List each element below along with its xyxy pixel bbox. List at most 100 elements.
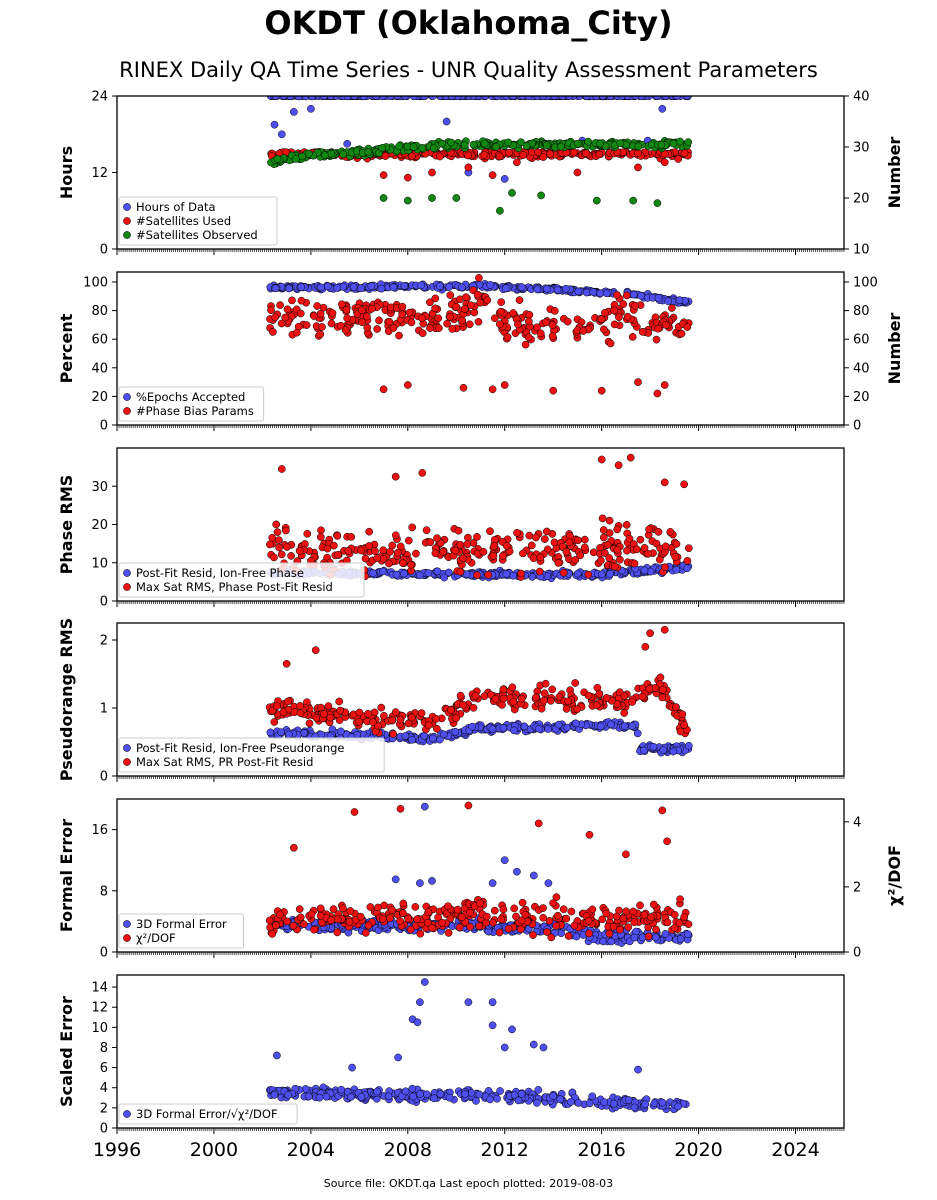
data-point — [557, 929, 566, 938]
data-point — [622, 907, 631, 916]
legend-label: Post-Fit Resid, Ion-Free Pseudorange — [136, 741, 344, 755]
data-point — [435, 324, 443, 332]
data-point — [554, 720, 563, 729]
data-point — [666, 528, 675, 536]
data-point — [600, 325, 608, 334]
data-point — [529, 554, 538, 563]
data-point — [413, 1018, 422, 1027]
data-point — [290, 108, 298, 116]
data-point — [381, 152, 390, 160]
data-point — [290, 843, 298, 852]
data-point — [533, 323, 541, 332]
data-point — [368, 304, 376, 313]
y2-tick-label: 4 — [853, 815, 861, 830]
data-point — [396, 804, 405, 813]
data-point — [479, 547, 488, 556]
data-point — [509, 697, 518, 706]
data-point — [598, 570, 606, 579]
data-point — [379, 385, 388, 394]
series-6-1 — [266, 978, 690, 1114]
data-point — [347, 1093, 355, 1101]
data-point — [641, 642, 650, 651]
data-point — [513, 867, 521, 876]
data-point — [334, 551, 342, 559]
series-2-1 — [266, 280, 693, 307]
data-point — [459, 383, 468, 392]
legend-marker — [123, 569, 131, 577]
data-point — [588, 1092, 597, 1101]
data-point — [500, 856, 509, 865]
x-tick-label: 2020 — [674, 1139, 722, 1161]
data-point — [373, 325, 381, 333]
data-point — [539, 1043, 548, 1052]
data-point — [684, 930, 692, 938]
data-point — [333, 532, 342, 540]
data-point — [292, 328, 301, 337]
data-point — [633, 729, 642, 738]
data-point — [388, 716, 397, 725]
data-point — [483, 912, 491, 921]
data-point — [465, 320, 474, 329]
data-point — [277, 728, 285, 737]
data-point — [317, 283, 325, 292]
data-point — [529, 871, 538, 880]
data-point — [613, 545, 622, 554]
data-point — [513, 528, 521, 537]
data-point — [396, 917, 404, 925]
data-point — [417, 281, 425, 290]
data-point — [630, 933, 639, 942]
data-point — [547, 933, 556, 942]
y2-tick-label: 30 — [853, 141, 870, 156]
data-point — [327, 916, 336, 925]
data-point — [562, 705, 571, 713]
y-tick-label: 2 — [100, 1101, 108, 1116]
data-point — [490, 314, 499, 323]
data-point — [393, 548, 402, 557]
data-point — [324, 702, 333, 710]
data-point — [317, 526, 325, 535]
data-point — [433, 724, 441, 733]
data-point — [466, 908, 474, 917]
data-point — [385, 318, 394, 326]
legend-marker — [123, 393, 131, 401]
data-point — [475, 1090, 484, 1099]
data-point — [620, 691, 629, 700]
data-point — [676, 935, 685, 943]
data-point — [327, 149, 336, 158]
data-point — [453, 905, 462, 914]
data-point — [669, 747, 678, 756]
panel-3-markers — [266, 453, 693, 583]
data-point — [456, 567, 465, 576]
data-point — [628, 333, 637, 341]
y-tick-label: 1 — [100, 702, 108, 717]
data-point — [404, 536, 413, 545]
data-point — [565, 538, 574, 547]
data-point — [426, 324, 434, 332]
data-point — [338, 300, 346, 309]
data-point — [395, 142, 403, 151]
data-point — [474, 317, 483, 326]
data-point — [350, 808, 359, 816]
data-point — [384, 1092, 393, 1101]
data-point — [374, 903, 382, 912]
series-3-2 — [266, 453, 693, 581]
data-point — [533, 1099, 541, 1107]
data-point — [486, 1095, 494, 1104]
data-point — [408, 523, 417, 532]
data-point — [554, 559, 563, 567]
y2-tick-label: 80 — [853, 304, 870, 319]
data-point — [675, 296, 684, 304]
data-point — [428, 194, 436, 202]
data-point — [270, 718, 279, 726]
y-tick-label: 24 — [91, 90, 108, 105]
data-point — [653, 199, 662, 207]
y2-tick-label: 0 — [853, 419, 861, 434]
data-point — [440, 573, 449, 582]
data-point — [645, 685, 654, 693]
data-point — [452, 302, 461, 311]
data-point — [508, 189, 516, 197]
data-point — [543, 284, 551, 293]
data-point — [300, 729, 309, 737]
data-point — [342, 305, 351, 314]
